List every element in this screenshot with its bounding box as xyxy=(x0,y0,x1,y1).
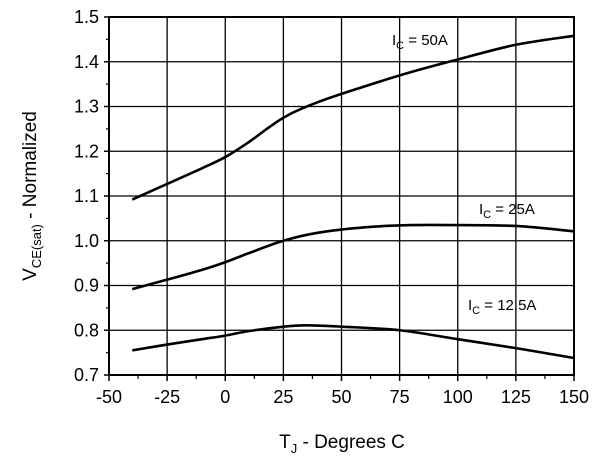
y-tick-label: 1.0 xyxy=(74,231,99,251)
y-tick-label: 1.5 xyxy=(74,7,99,27)
y-tick-label: 0.8 xyxy=(74,320,99,340)
y-tick-label: 0.7 xyxy=(74,365,99,385)
series-label-sub: C xyxy=(472,305,480,317)
x-axis-label: TJ - Degrees C xyxy=(279,432,405,456)
x-axis-label-sub: J xyxy=(291,441,298,456)
tick-marks xyxy=(104,16,575,381)
series-label: IC = 25A xyxy=(479,201,535,221)
x-axis-label-rest: - Degrees C xyxy=(297,432,405,453)
series-label-rest: = 25A xyxy=(491,201,535,218)
series-label-rest: = 12.5A xyxy=(480,297,536,314)
x-tick-label: 0 xyxy=(220,387,230,407)
x-tick-labels: -50 -25 0 25 50 75 100 125 150 xyxy=(96,387,589,407)
grid xyxy=(108,16,575,376)
x-tick-label: 150 xyxy=(559,387,589,407)
y-tick-label: 1.4 xyxy=(74,52,99,72)
series-line xyxy=(131,223,575,291)
y-axis-label-main: V xyxy=(20,268,41,281)
x-tick-label: 25 xyxy=(273,387,293,407)
y-axis-label: VCE(sat) - Normalized xyxy=(20,111,44,281)
y-tick-label: 1.2 xyxy=(74,141,99,161)
series-label-rest: = 50A xyxy=(404,32,448,49)
series-label-sub: C xyxy=(396,40,404,52)
x-tick-label: 100 xyxy=(443,387,473,407)
y-tick-label: 1.3 xyxy=(74,97,99,117)
x-tick-label: 50 xyxy=(331,387,351,407)
series-line xyxy=(132,324,575,360)
y-axis-label-sub: CE(sat) xyxy=(29,224,44,268)
series-group xyxy=(131,34,575,360)
x-tick-label: -25 xyxy=(154,387,180,407)
x-tick-label: 75 xyxy=(390,387,410,407)
y-axis-label-rest: - Normalized xyxy=(20,111,41,224)
series-label: IC = 12.5A xyxy=(468,297,536,317)
series-label: IC = 50A xyxy=(392,32,448,52)
series-line xyxy=(131,34,575,201)
y-tick-labels: 0.7 0.8 0.9 1.0 1.1 1.2 1.3 1.4 1.5 xyxy=(74,7,99,385)
x-tick-label: 125 xyxy=(501,387,531,407)
series-label-main: I xyxy=(392,32,396,49)
x-tick-label: -50 xyxy=(96,387,122,407)
y-tick-label: 1.1 xyxy=(74,186,99,206)
series-label-main: I xyxy=(468,297,472,314)
series-label-sub: C xyxy=(483,209,491,221)
y-tick-label: 0.9 xyxy=(74,276,99,296)
x-axis-label-main: T xyxy=(279,432,291,453)
series-label-main: I xyxy=(479,201,483,218)
